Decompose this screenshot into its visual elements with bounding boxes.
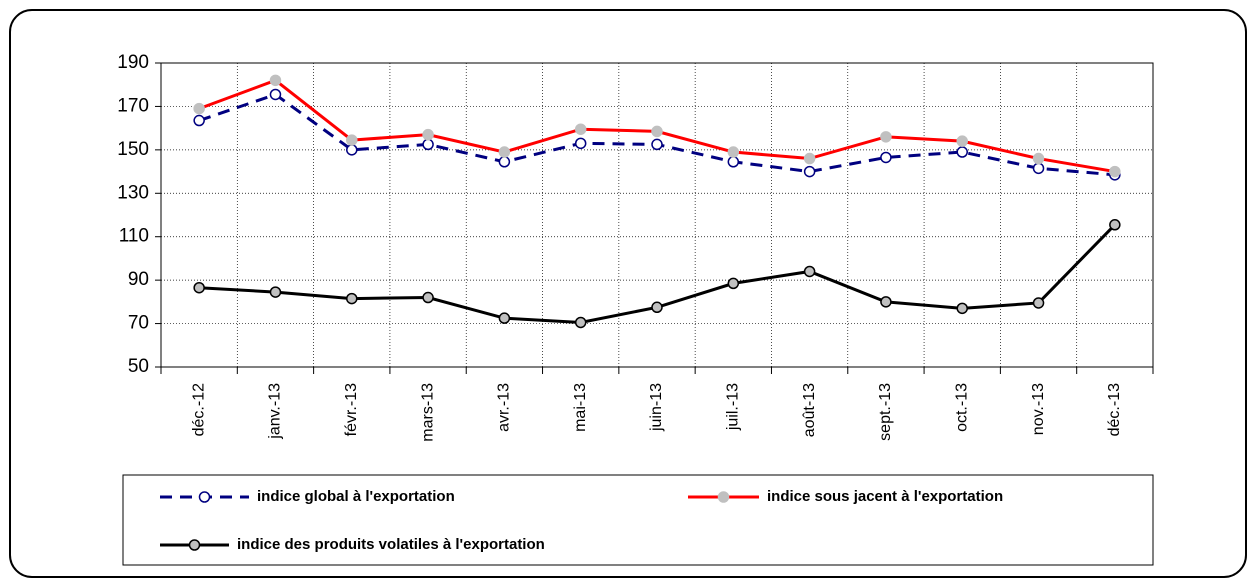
legend-label: indice global à l'exportation (257, 488, 455, 505)
x-tick-label: janv.-13 (267, 383, 284, 440)
y-tick-label: 110 (119, 226, 149, 247)
x-tick-label: déc.-12 (190, 383, 207, 436)
x-tick-label: nov.-13 (1030, 383, 1047, 435)
y-tick-label: 70 (128, 313, 149, 334)
legend-marker (717, 491, 730, 503)
point (1032, 152, 1045, 165)
x-tick-label: avr.-13 (496, 383, 513, 432)
point (956, 135, 968, 147)
point (803, 152, 816, 165)
point (574, 123, 587, 135)
point (727, 277, 740, 290)
legend-label: indice sous jacent à l'exportation (767, 488, 1003, 505)
point (727, 146, 740, 158)
point (193, 281, 205, 294)
x-tick-label: août-13 (801, 383, 818, 437)
point (346, 292, 358, 305)
y-tick-label: 190 (117, 52, 149, 73)
x-tick-label: juil.-13 (725, 383, 742, 431)
legend-marker (188, 539, 201, 551)
point (422, 291, 434, 304)
point (956, 302, 968, 315)
point (346, 144, 358, 156)
point (422, 138, 434, 151)
x-tick-label: mars-13 (419, 383, 436, 442)
x-tick-label: sept.-13 (877, 383, 894, 441)
point (346, 134, 358, 146)
point (498, 156, 511, 168)
point (193, 114, 205, 127)
point (880, 296, 892, 308)
point (269, 286, 282, 298)
point (651, 301, 663, 314)
point (651, 125, 663, 138)
y-tick-label: 150 (117, 139, 149, 160)
point (498, 312, 511, 324)
point (803, 165, 816, 178)
point (574, 137, 587, 150)
point (956, 146, 968, 158)
y-tick-label: 90 (128, 269, 149, 290)
point (269, 74, 282, 87)
point (498, 146, 511, 158)
y-tick-label: 170 (117, 95, 149, 116)
y-tick-label: 130 (117, 182, 149, 203)
x-tick-label: oct.-13 (953, 383, 970, 432)
point (422, 128, 434, 141)
point (727, 156, 740, 168)
point (1109, 219, 1121, 231)
point (651, 138, 663, 151)
point (1109, 165, 1121, 178)
y-tick-label: 50 (128, 356, 149, 377)
point (1032, 297, 1045, 309)
point (574, 316, 587, 329)
x-tick-label: mai-13 (572, 383, 589, 432)
point (269, 88, 282, 101)
x-tick-label: juin-13 (648, 383, 665, 432)
x-tick-label: déc.-13 (1106, 383, 1123, 436)
point (193, 102, 205, 115)
point (880, 151, 892, 164)
legend-label: indice des produits volatiles à l'export… (237, 536, 545, 553)
legend-marker (198, 491, 211, 503)
point (880, 131, 892, 143)
point (1032, 162, 1045, 175)
x-tick-label: févr.-13 (343, 383, 360, 436)
legend-box (122, 474, 1154, 566)
point (803, 265, 816, 278)
